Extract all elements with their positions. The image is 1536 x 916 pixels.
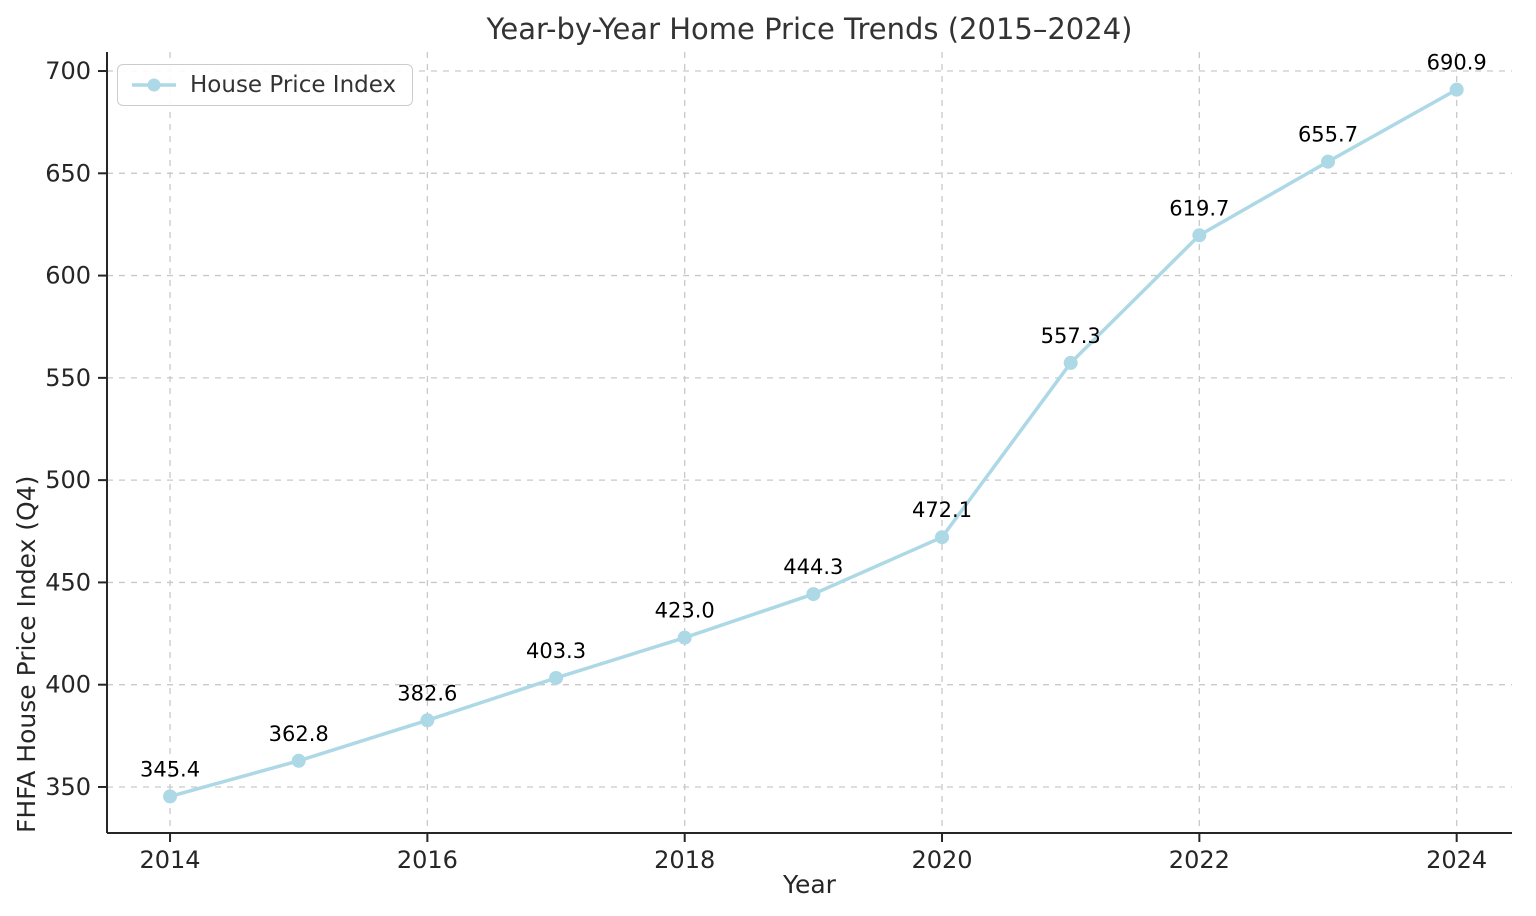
y-tick-label: 400 — [45, 671, 91, 699]
data-point-value-label: 619.7 — [1169, 196, 1229, 220]
y-tick-label: 350 — [45, 773, 91, 801]
trend-line — [168, 87, 1459, 799]
x-tick-label: 2020 — [911, 846, 972, 874]
y-tick-label: 450 — [45, 568, 91, 596]
data-point-marker — [1063, 355, 1078, 370]
y-axis-label: FHFA House Price Index (Q4) — [12, 475, 41, 833]
data-point-marker — [806, 587, 821, 602]
data-point-value-label: 382.6 — [397, 681, 457, 705]
data-point-marker — [163, 789, 178, 804]
data-point-marker — [291, 753, 306, 768]
x-axis-label: Year — [783, 870, 836, 899]
legend-entry-label: House Price Index — [190, 72, 397, 98]
data-point-marker — [935, 530, 950, 545]
y-tick-label: 600 — [45, 262, 91, 290]
y-tick-label: 550 — [45, 364, 91, 392]
legend-line-sample — [132, 78, 176, 92]
data-point-marker — [549, 670, 564, 685]
data-point-marker — [420, 713, 435, 728]
data-point-marker — [1192, 228, 1207, 243]
x-tick-label: 2014 — [140, 846, 201, 874]
y-tick-label: 700 — [45, 57, 91, 85]
data-point-marker — [677, 630, 692, 645]
data-point-marker — [1321, 154, 1336, 169]
data-point-value-label: 345.4 — [140, 757, 200, 781]
x-tick-label: 2022 — [1169, 846, 1230, 874]
data-point-value-label: 472.1 — [912, 498, 972, 522]
x-tick-label: 2016 — [397, 846, 458, 874]
data-point-value-label: 690.9 — [1427, 51, 1487, 75]
data-point-value-label: 403.3 — [526, 639, 586, 663]
chart-title: Year-by-Year Home Price Trends (2015–202… — [486, 12, 1133, 46]
y-tick-label: 650 — [45, 159, 91, 187]
data-point-value-label: 362.8 — [269, 722, 329, 746]
data-point-value-label: 655.7 — [1298, 123, 1358, 147]
data-point-value-label: 444.3 — [783, 555, 843, 579]
y-tick-label: 500 — [45, 466, 91, 494]
x-tick-label: 2024 — [1426, 846, 1487, 874]
x-tick-label: 2018 — [654, 846, 715, 874]
data-point-value-label: 423.0 — [655, 599, 715, 623]
data-point-value-label: 557.3 — [1041, 324, 1101, 348]
data-point-marker — [1449, 82, 1464, 97]
legend: House Price Index — [117, 64, 414, 106]
